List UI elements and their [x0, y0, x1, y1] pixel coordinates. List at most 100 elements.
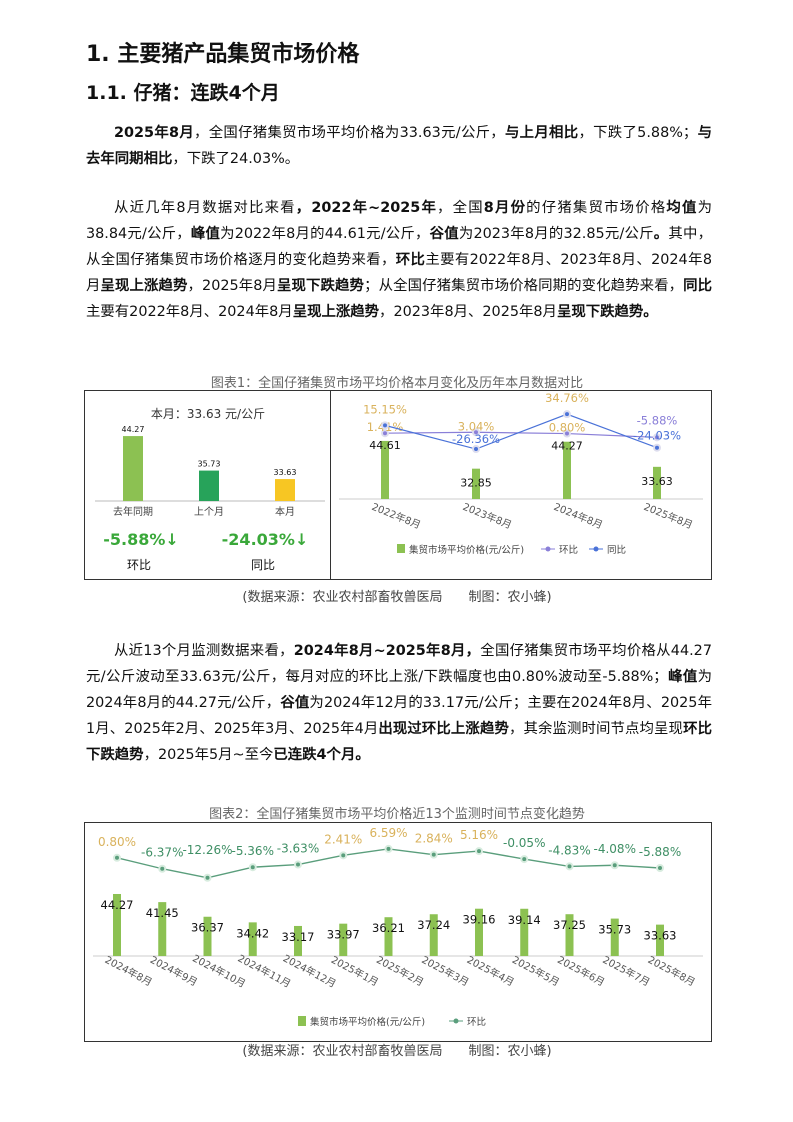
line-value-label: 6.59%: [369, 826, 407, 840]
text: ，2023年8月、2025年8月: [379, 304, 557, 320]
category-label: 2024年8月: [552, 500, 605, 531]
bar-value-label: 33.17: [282, 930, 315, 944]
heading-1: 1. 主要猪产品集贸市场价格: [86, 42, 360, 67]
text: 全国仔猪集贸市场平均价格从44.27元/公斤波动至33.63元/公斤，每月对应的…: [86, 643, 712, 685]
legend-label: 同比: [607, 544, 626, 556]
chart1-left-panel: 本月：33.63 元/公斤 44.27 去年同期 35.73 上个月 33.63 本月 -5.…: [84, 390, 332, 580]
category-label: 2025年8月: [646, 953, 698, 989]
category-label: 2024年8月: [103, 953, 155, 989]
category-label: 2025年5月: [510, 953, 562, 989]
chart2-svg: 44.272024年8月41.452024年9月36.372024年10月34.…: [93, 826, 703, 1028]
line-value-label: -4.08%: [594, 842, 636, 856]
text: ，全国仔猪集贸市场平均价格为33.63元/公斤，: [194, 125, 505, 141]
bar-value-label: 37.24: [417, 918, 450, 932]
text: 为2024年8月的44.27元/公斤，: [86, 669, 712, 711]
bold-text: 呈现上涨趋势: [292, 304, 380, 320]
line-value-label: -5.88%: [639, 845, 681, 859]
line-value-label: 3.04%: [458, 419, 495, 433]
category-label: 2025年6月: [555, 953, 607, 989]
line-value-label: -12.26%: [182, 843, 232, 857]
text: ，全国: [437, 200, 484, 216]
line-value-label: 34.76%: [545, 391, 589, 405]
bold-text: 2025年8月: [114, 125, 195, 141]
bold-text: 同比: [683, 278, 712, 294]
legend-label: 环比: [467, 1016, 486, 1028]
line-point: [472, 445, 480, 454]
line-point: [381, 421, 389, 430]
line-point: [563, 429, 571, 438]
bar-value-label: 44.61: [369, 439, 401, 452]
bar: [563, 441, 571, 499]
line-环比: [384, 431, 658, 438]
line-point: [248, 863, 257, 872]
bar-value-label: 35.73: [598, 923, 631, 937]
bold-text: ，2022年~2025年: [295, 200, 438, 216]
bar-value-label: 33.63: [641, 475, 673, 488]
bar-value-label: 33.97: [327, 928, 360, 942]
legend-label: 集贸市场平均价格(元/公斤): [310, 1016, 425, 1028]
bold-text: 。: [653, 226, 669, 242]
legend-label: 环比: [559, 544, 578, 556]
bold-text: 呈现下跌趋势: [277, 278, 365, 294]
bar: [653, 466, 661, 499]
kpi-label: 环比: [127, 558, 151, 572]
chart1-line-svg: 44.61 2022年8月 32.85 2023年8月 44.27 2024年8月 33.6…: [339, 391, 703, 556]
category-label: 2025年4月: [465, 953, 517, 989]
category-label: 2025年2月: [374, 953, 426, 989]
bar: [429, 914, 438, 956]
text: 从近几年8月数据对比来看: [114, 200, 296, 216]
bar: [199, 470, 219, 501]
text: 的仔猪集贸市场价格: [526, 200, 667, 216]
bar: [123, 436, 143, 501]
text: ，2025年8月: [187, 278, 278, 294]
bold-text: 出现过环比上涨趋势: [378, 721, 509, 737]
line-point: [565, 862, 574, 871]
bold-text: 已连跌4个月。: [273, 747, 370, 763]
bar: [565, 914, 574, 956]
text: 为2023年8月的32.85元/公斤: [458, 226, 654, 242]
line-point: [653, 433, 661, 442]
bar: [610, 918, 619, 956]
category-label: 2025年7月: [600, 953, 652, 989]
chart1-title: 图表1：全国仔猪集贸市场平均价格本月变化及历年本月数据对比: [210, 376, 584, 391]
text: 主要有2022年8月、2024年8月: [86, 304, 293, 320]
bar: [381, 440, 389, 499]
bar: [113, 893, 121, 956]
line-point: [429, 850, 438, 859]
source-note-1: (数据来源：农业农村部畜牧兽医局 制图：农小蜂): [242, 590, 552, 605]
kpi-value: -5.88%↓: [103, 530, 179, 549]
bar: [294, 925, 302, 956]
source-note-2: (数据来源：农业农村部畜牧兽医局 制图：农小蜂): [242, 1044, 552, 1059]
line-value-label: -5.88%: [637, 413, 678, 427]
category-label: 本月: [275, 505, 295, 518]
legend-label: 集贸市场平均价格(元/公斤): [409, 544, 524, 556]
category-label: 2022年8月: [370, 500, 423, 531]
text: 为2024年12月的33.17元/公斤；主要在2024年8月、2025年1月、2…: [86, 695, 712, 737]
text: ，2025年5月~至今: [143, 747, 274, 763]
legend-dot: [453, 1018, 459, 1024]
bar-value-label: 44.27: [101, 898, 134, 912]
bar: [472, 468, 480, 499]
bold-text: 呈现上涨趋势: [100, 278, 188, 294]
bar-value-label: 37.25: [553, 918, 586, 932]
bar: [475, 908, 483, 956]
line-point: [563, 410, 571, 419]
chart1-bar-svg: 本月：33.63 元/公斤 44.27 去年同期 35.73 上个月 33.63 本月 -5.…: [95, 407, 325, 572]
category-label: 上个月: [194, 506, 224, 518]
line-value-label: 0.80%: [549, 421, 586, 435]
line-同比: [384, 413, 658, 450]
bar-value-label: 36.21: [372, 921, 405, 935]
line-point: [656, 863, 664, 872]
bar-value-label: 44.27: [551, 440, 583, 453]
text: ，其余监测时间节点均呈现: [508, 721, 684, 737]
bar-value-label: 44.27: [122, 425, 145, 434]
bold-text: 呈现下跌趋势。: [556, 304, 658, 320]
bar-value-label: 39.14: [508, 913, 541, 927]
category-label: 2023年8月: [461, 500, 514, 531]
line-point: [113, 853, 121, 862]
bar: [275, 479, 295, 501]
kpi-label: 同比: [251, 558, 275, 572]
line-point: [520, 855, 529, 864]
bar-value-label: 35.73: [198, 460, 221, 469]
bar-value-label: 39.16: [463, 913, 496, 927]
